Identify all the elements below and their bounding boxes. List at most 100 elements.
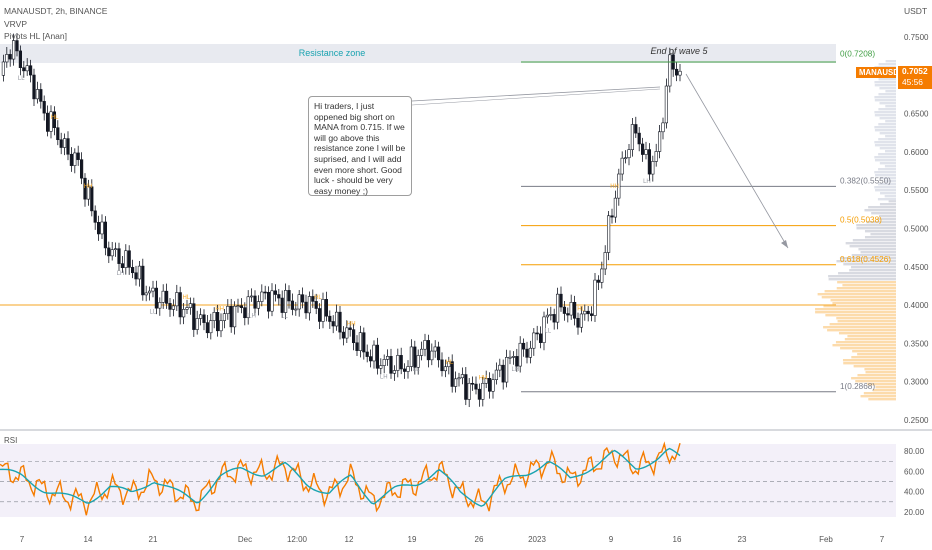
rsi-axis[interactable]: 80.00 60.00 40.00 20.00 [904, 447, 925, 517]
volume-bar [868, 206, 896, 209]
candle-body [273, 290, 278, 295]
candle-body [402, 368, 407, 372]
volume-bar [849, 245, 896, 248]
fib-levels: 0(0.7208) 0.382(0.5550) 0.5(0.5038) 0.618(0… [521, 49, 891, 393]
price-axis[interactable]: 0.75000.70000.65000.60000.55000.50000.45… [904, 33, 929, 425]
volume-bar [832, 302, 896, 305]
volume-bar [843, 362, 896, 365]
pivot-label: HL [577, 306, 585, 312]
candle-body [144, 292, 148, 296]
volume-bar [875, 386, 896, 389]
price-tick-label: 0.7500 [904, 33, 929, 42]
volume-profile [815, 60, 896, 401]
fib-label: 0.5(0.5038) [840, 216, 882, 225]
pivot-label: LL [544, 329, 551, 335]
volume-bar [838, 272, 896, 275]
candle-body [314, 301, 318, 309]
volume-bar [829, 323, 896, 326]
candle-body [161, 290, 165, 303]
volume-bar [878, 123, 896, 126]
time-tick-label: Dec [238, 535, 252, 544]
candle-body [117, 248, 121, 264]
candle-body [250, 295, 254, 298]
indicator-pivots[interactable]: Pivots HL [Anan] [4, 31, 67, 41]
volume-bar [884, 180, 896, 183]
candle-body [158, 302, 162, 309]
volume-bar [815, 311, 896, 314]
candle-body [253, 295, 257, 309]
candle-body [589, 313, 594, 316]
candle-body [525, 348, 529, 358]
candle-body [678, 70, 682, 76]
candle-body [69, 153, 73, 166]
candle-body [640, 143, 645, 155]
volume-bar [878, 63, 896, 66]
candle-body [5, 54, 9, 63]
candle-body [406, 366, 410, 372]
candle-body [35, 89, 39, 100]
candle-body [443, 366, 448, 372]
price-tick-label: 0.5500 [904, 186, 929, 195]
time-tick-label: 9 [609, 535, 614, 544]
candle-body [620, 157, 624, 175]
candle-body [266, 291, 271, 312]
pivot-label: LL [150, 309, 157, 315]
candle-body [45, 112, 50, 132]
fib-label: 0(0.7208) [840, 49, 875, 58]
candle-body [606, 215, 611, 253]
volume-bar [875, 174, 896, 177]
candle-body [569, 301, 573, 316]
volume-bar [825, 314, 896, 317]
candle-body [127, 250, 131, 268]
candle-body [559, 293, 563, 308]
candle-body [487, 378, 492, 392]
volume-bar [855, 380, 896, 383]
volume-bar [885, 135, 896, 138]
price-tick-label: 0.6000 [904, 148, 929, 157]
candle-body [202, 314, 206, 323]
candle-body [358, 332, 363, 351]
indicator-vrvp[interactable]: VRVP [4, 19, 27, 29]
symbol-title[interactable]: MANAUSDT, 2h, BINANCE [4, 6, 108, 16]
time-tick-label: 23 [738, 535, 747, 544]
candle-body [321, 299, 325, 322]
volume-bar [879, 102, 896, 105]
candle-body [491, 379, 495, 392]
candle-body [15, 40, 19, 52]
time-tick-label: 7 [880, 535, 885, 544]
candle-body [199, 314, 203, 319]
last-price-box: 0.7052 45:56 [898, 66, 932, 89]
candle-body [467, 382, 471, 400]
candle-body [494, 369, 499, 380]
time-axis[interactable]: 7 14 21 Dec 12:00 12 19 26 2023 9 16 23 Feb 7 [20, 535, 885, 544]
candle-body [39, 89, 43, 102]
candle-body [664, 85, 668, 124]
candle-body [450, 361, 454, 387]
volume-bar [874, 156, 896, 159]
candle-body [18, 50, 23, 68]
candle-body [623, 157, 628, 160]
candle-body [637, 132, 641, 145]
pivot-label: HH [479, 375, 488, 381]
candle-body [1, 61, 5, 76]
time-tick-label: 2023 [528, 535, 546, 544]
candle-body [28, 65, 33, 76]
volume-bar [824, 290, 896, 293]
candle-body [151, 287, 155, 292]
candle-body [49, 111, 53, 132]
trade-note[interactable]: Hi traders, I just oppened big short on … [308, 96, 412, 196]
candle-body [538, 333, 543, 343]
volume-bar [843, 263, 896, 266]
candle-body [114, 248, 118, 250]
candle-body [555, 293, 560, 323]
candle-body [263, 291, 267, 294]
rsi-tick-label: 80.00 [904, 447, 925, 456]
volume-bar [871, 212, 896, 215]
candle-body [12, 40, 16, 60]
candle-body [56, 127, 60, 141]
volume-bar [874, 141, 896, 144]
candle-body [328, 315, 332, 322]
candle-body [379, 365, 383, 369]
candle-body [634, 124, 638, 134]
note-pointer-2 [411, 88, 661, 106]
